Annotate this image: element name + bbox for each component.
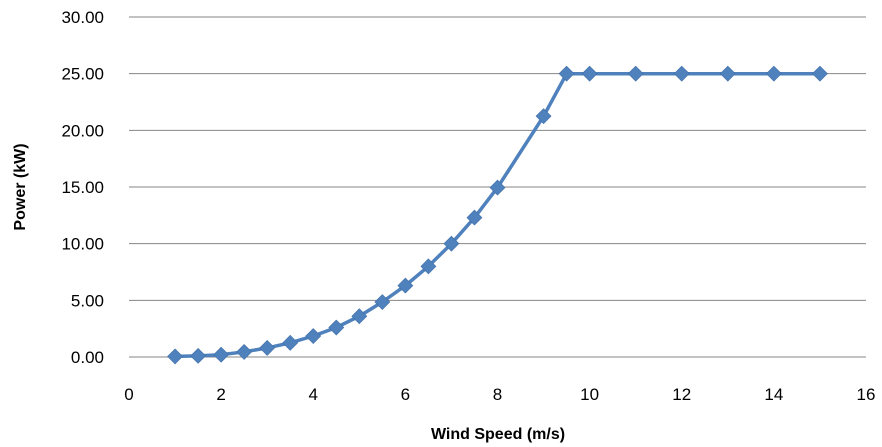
x-tick-label: 8 xyxy=(493,385,502,404)
series-line xyxy=(175,71,820,359)
data-point-marker xyxy=(812,65,828,82)
data-point-marker xyxy=(558,65,575,82)
gridlines xyxy=(129,16,866,358)
y-axis-title: Power (kW) xyxy=(12,143,29,230)
y-tick-label: 30.00 xyxy=(61,8,104,27)
data-point-marker xyxy=(282,334,299,351)
series-power-curve xyxy=(167,65,828,365)
x-axis-ticks: 0 2 4 6 8 10 12 14 16 xyxy=(124,385,875,404)
data-point-marker xyxy=(305,328,322,344)
data-point-marker xyxy=(236,343,253,360)
data-point-marker xyxy=(719,65,736,82)
y-tick-label: 15.00 xyxy=(61,178,104,197)
y-tick-label: 10.00 xyxy=(61,235,104,254)
y-tick-label: 0.00 xyxy=(71,348,104,367)
x-tick-label: 0 xyxy=(124,385,133,404)
data-point-marker xyxy=(420,258,437,275)
y-tick-label: 20.00 xyxy=(61,121,104,140)
x-tick-label: 6 xyxy=(401,385,410,404)
data-point-marker xyxy=(167,348,183,365)
data-point-marker xyxy=(673,65,690,82)
x-tick-label: 4 xyxy=(309,385,318,404)
data-point-marker xyxy=(397,277,414,294)
x-tick-label: 10 xyxy=(580,385,599,404)
data-point-marker xyxy=(190,347,207,364)
y-axis-ticks: 0.00 5.00 10.00 15.00 20.00 25.00 30.00 xyxy=(61,8,104,367)
data-point-marker xyxy=(627,65,644,82)
x-tick-label: 16 xyxy=(857,385,876,404)
data-point-marker xyxy=(374,294,391,310)
x-axis-title: Wind Speed (m/s) xyxy=(431,426,565,443)
x-tick-label: 14 xyxy=(764,385,783,404)
data-point-marker xyxy=(259,340,276,356)
x-tick-label: 2 xyxy=(216,385,225,404)
y-tick-label: 5.00 xyxy=(71,291,104,310)
data-point-marker xyxy=(466,209,483,226)
x-tick-label: 12 xyxy=(672,385,691,404)
data-point-marker xyxy=(489,179,506,196)
data-point-marker xyxy=(443,235,460,252)
data-point-marker xyxy=(213,346,230,363)
y-tick-label: 25.00 xyxy=(61,65,104,84)
data-point-marker xyxy=(535,108,552,125)
data-point-marker xyxy=(581,65,598,82)
data-point-marker xyxy=(765,65,782,82)
data-point-marker xyxy=(328,319,345,336)
data-point-marker xyxy=(351,308,368,325)
